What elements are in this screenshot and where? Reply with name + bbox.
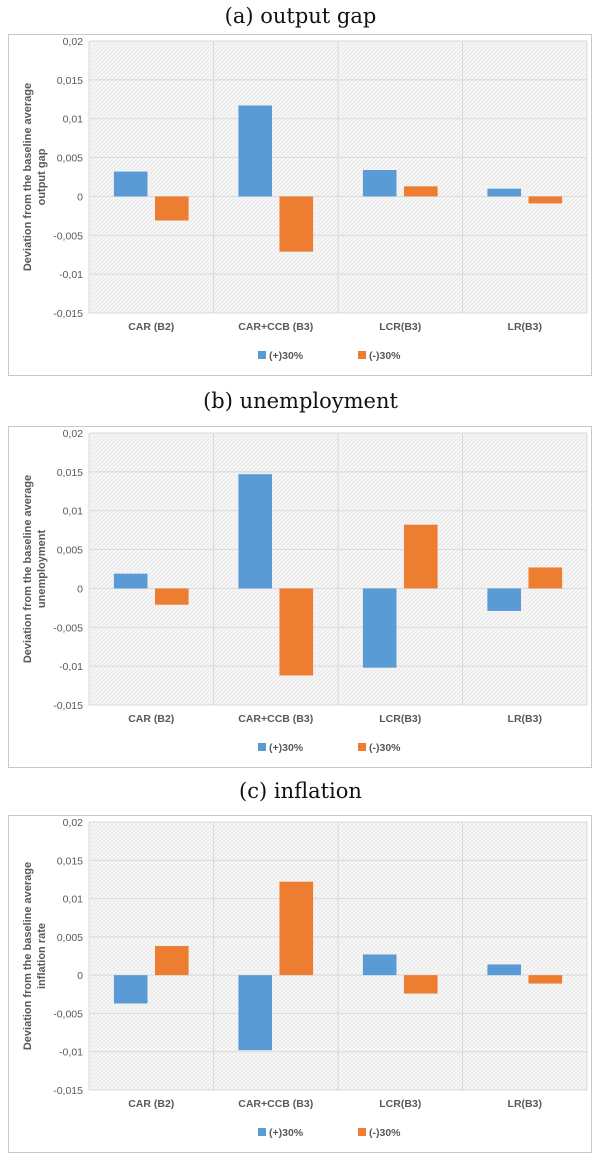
bar-minus-30 xyxy=(528,567,563,589)
legend-label-minus: (-)30% xyxy=(369,1127,401,1139)
chart-output-gap: 0,02 0,015 0,01 0,005 0 -0,005 -0,01 -0,015 CAR … xyxy=(22,36,588,362)
y-tick-label: 0,005 xyxy=(57,932,83,944)
y-tick-label: -0,005 xyxy=(53,1008,83,1020)
legend-swatch-plus xyxy=(258,351,266,359)
y-tick-label: -0,01 xyxy=(59,661,83,673)
legend-label-plus: (+)30% xyxy=(269,350,304,362)
x-category-label: LR(B3) xyxy=(508,713,542,725)
chart-unemployment: 0,02 0,015 0,01 0,005 0 -0,005 -0,01 -0,015 CAR … xyxy=(22,428,588,754)
x-category-label: CAR (B2) xyxy=(128,1098,174,1110)
legend-label-plus: (+)30% xyxy=(269,1127,304,1139)
bar-plus-30 xyxy=(362,588,397,668)
bar-minus-30 xyxy=(403,186,438,197)
chart-frame: 0,02 0,015 0,01 0,005 0 -0,005 -0,01 -0,015 CAR … xyxy=(8,34,592,376)
bar-minus-30 xyxy=(279,881,314,976)
bar-plus-30 xyxy=(113,975,148,1004)
legend-swatch-plus xyxy=(258,1128,266,1136)
bar-plus-30 xyxy=(362,954,397,976)
y-axis-title-line2: inflation rate xyxy=(36,923,48,989)
y-tick-label: 0,02 xyxy=(63,817,84,829)
bar-plus-30 xyxy=(238,474,273,589)
y-axis-title-line1: Deviation from the baseline average xyxy=(22,862,34,1050)
bar-minus-30 xyxy=(154,196,189,221)
x-category-label: LCR(B3) xyxy=(379,1098,421,1110)
chart-inflation: 0,02 0,015 0,01 0,005 0 -0,005 -0,01 -0,015 CAR … xyxy=(22,817,588,1139)
legend-label-minus: (-)30% xyxy=(369,742,401,754)
y-tick-label: -0,015 xyxy=(53,1085,83,1097)
legend-swatch-minus xyxy=(358,351,366,359)
y-tick-label: 0,015 xyxy=(57,75,83,87)
y-tick-label: -0,015 xyxy=(53,700,83,712)
bar-minus-30 xyxy=(403,975,438,994)
y-tick-label: 0,02 xyxy=(63,428,84,440)
x-category-label: LR(B3) xyxy=(508,1098,542,1110)
panel-title: (c) inflation xyxy=(239,779,362,803)
bar-plus-30 xyxy=(238,975,273,1051)
bar-minus-30 xyxy=(403,524,438,589)
y-tick-label: 0 xyxy=(77,583,83,595)
bar-minus-30 xyxy=(279,196,314,252)
bar-plus-30 xyxy=(487,588,522,611)
y-tick-label: 0,015 xyxy=(57,855,83,867)
legend-label-minus: (-)30% xyxy=(369,350,401,362)
bar-plus-30 xyxy=(113,573,148,589)
bar-minus-30 xyxy=(279,588,314,676)
panel-title: (a) output gap xyxy=(224,4,377,28)
x-category-label: CAR+CCB (B3) xyxy=(238,713,313,725)
legend-swatch-plus xyxy=(258,743,266,751)
y-tick-label: -0,005 xyxy=(53,230,83,242)
x-category-label: LCR(B3) xyxy=(379,713,421,725)
x-category-label: CAR+CCB (B3) xyxy=(238,321,313,333)
x-category-label: CAR (B2) xyxy=(128,321,174,333)
y-axis-title-line2: output gap xyxy=(36,148,48,205)
legend-label-plus: (+)30% xyxy=(269,742,304,754)
x-category-label: CAR+CCB (B3) xyxy=(238,1098,313,1110)
y-tick-label: 0 xyxy=(77,191,83,203)
y-axis-title-line1: Deviation from the baseline average xyxy=(22,475,34,663)
panel-title: (b) unemployment xyxy=(203,389,398,413)
chart-frame: 0,02 0,015 0,01 0,005 0 -0,005 -0,01 -0,015 CAR … xyxy=(8,815,592,1153)
y-tick-label: 0,01 xyxy=(63,506,84,518)
y-tick-label: -0,005 xyxy=(53,622,83,634)
bar-minus-30 xyxy=(154,946,189,976)
x-category-label: CAR (B2) xyxy=(128,713,174,725)
bar-plus-30 xyxy=(487,188,522,197)
bar-minus-30 xyxy=(154,588,189,605)
legend-swatch-minus xyxy=(358,1128,366,1136)
y-axis-title-line2: unemployment xyxy=(36,530,48,609)
bar-plus-30 xyxy=(487,964,522,976)
chart-frame: 0,02 0,015 0,01 0,005 0 -0,005 -0,01 -0,015 CAR … xyxy=(8,426,592,768)
bar-minus-30 xyxy=(528,196,563,204)
bar-plus-30 xyxy=(238,105,273,197)
bar-plus-30 xyxy=(362,170,397,197)
y-tick-label: 0,02 xyxy=(63,36,84,48)
panel-output-gap: (a) output gap 0,02 0,015 0,01 0,005 0 -0,005… xyxy=(0,0,601,380)
y-tick-label: 0,01 xyxy=(63,894,84,906)
bar-plus-30 xyxy=(113,171,148,197)
x-category-label: LCR(B3) xyxy=(379,321,421,333)
panel-inflation: (c) inflation 0,02 0,015 0,01 0,005 0 -0,005 -… xyxy=(0,775,601,1159)
y-axis-title-line1: Deviation from the baseline average xyxy=(22,83,34,271)
y-tick-label: 0,015 xyxy=(57,467,83,479)
y-tick-label: 0 xyxy=(77,970,83,982)
legend-swatch-minus xyxy=(358,743,366,751)
y-tick-label: 0,005 xyxy=(57,153,83,165)
panel-unemployment: (b) unemployment 0,02 0,015 0,01 0,005 0 -0,0… xyxy=(0,385,601,770)
y-tick-label: -0,01 xyxy=(59,1047,83,1059)
y-tick-label: 0,01 xyxy=(63,114,84,126)
x-category-label: LR(B3) xyxy=(508,321,542,333)
y-tick-label: 0,005 xyxy=(57,545,83,557)
bar-minus-30 xyxy=(528,975,563,984)
y-tick-label: -0,015 xyxy=(53,308,83,320)
y-tick-label: -0,01 xyxy=(59,269,83,281)
